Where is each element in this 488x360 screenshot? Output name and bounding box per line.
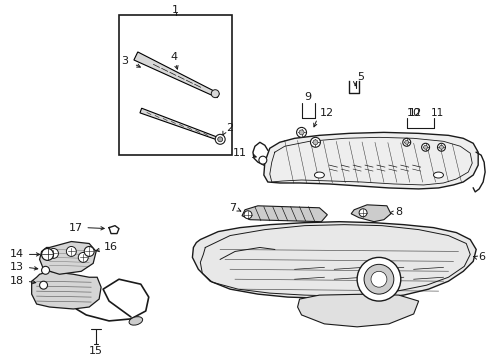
Polygon shape — [32, 271, 101, 309]
Circle shape — [312, 140, 317, 145]
Circle shape — [41, 266, 49, 274]
Polygon shape — [140, 108, 222, 141]
Text: 2: 2 — [225, 123, 233, 134]
Circle shape — [215, 134, 224, 144]
Text: 14: 14 — [10, 249, 24, 260]
Text: 15: 15 — [89, 346, 103, 356]
Circle shape — [84, 247, 94, 256]
Circle shape — [310, 137, 320, 147]
Bar — [119, 15, 232, 155]
Circle shape — [78, 252, 88, 262]
Circle shape — [404, 140, 408, 144]
Text: 13: 13 — [10, 262, 24, 272]
Text: 12: 12 — [319, 108, 333, 117]
Circle shape — [423, 145, 427, 149]
Text: 12: 12 — [408, 108, 421, 117]
Polygon shape — [134, 52, 219, 98]
Circle shape — [296, 127, 306, 137]
Polygon shape — [297, 294, 418, 327]
Circle shape — [40, 281, 47, 289]
Ellipse shape — [129, 317, 142, 325]
Circle shape — [66, 247, 76, 256]
Ellipse shape — [433, 172, 443, 178]
Text: 11: 11 — [232, 148, 246, 158]
Text: 17: 17 — [69, 222, 83, 233]
Text: 3: 3 — [121, 56, 128, 66]
Polygon shape — [350, 205, 390, 222]
Circle shape — [421, 143, 428, 151]
Text: 16: 16 — [104, 243, 118, 252]
Polygon shape — [40, 242, 96, 274]
Circle shape — [217, 137, 222, 142]
Text: 4: 4 — [170, 52, 177, 62]
Circle shape — [211, 90, 219, 98]
Text: 5: 5 — [356, 72, 364, 82]
Text: 8: 8 — [394, 207, 401, 217]
Polygon shape — [242, 206, 326, 222]
Text: 18: 18 — [10, 276, 24, 286]
Circle shape — [356, 257, 400, 301]
Circle shape — [437, 143, 445, 151]
Text: 6: 6 — [477, 252, 484, 262]
Ellipse shape — [314, 172, 324, 178]
Circle shape — [439, 145, 443, 149]
Circle shape — [299, 130, 304, 135]
Circle shape — [244, 211, 251, 219]
Text: 11: 11 — [429, 108, 443, 117]
Text: 9: 9 — [304, 92, 310, 102]
Circle shape — [48, 248, 59, 258]
Circle shape — [358, 209, 366, 217]
Polygon shape — [264, 132, 477, 189]
Text: 7: 7 — [228, 203, 236, 213]
Circle shape — [364, 264, 393, 294]
Circle shape — [370, 271, 386, 287]
Text: 1: 1 — [172, 5, 179, 15]
Circle shape — [258, 156, 266, 164]
Circle shape — [402, 138, 410, 146]
Circle shape — [41, 248, 53, 260]
Text: 10: 10 — [406, 108, 420, 117]
Polygon shape — [192, 222, 475, 299]
